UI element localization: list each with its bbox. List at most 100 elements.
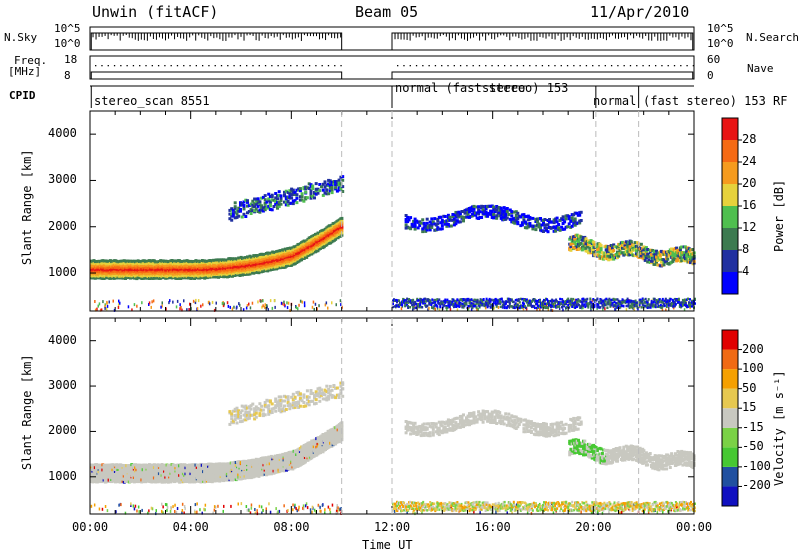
nave-dot: [466, 65, 468, 67]
noise-cell: [456, 308, 459, 312]
low-echo-cell: [685, 298, 688, 301]
low-echo-cell: [664, 297, 667, 301]
nave-dot: [214, 65, 216, 67]
low-echo-cell: [684, 301, 687, 305]
low-echo-cell: [585, 299, 588, 302]
echo-cell: [507, 213, 511, 216]
echo-cell: [648, 251, 652, 255]
noise-cell: [467, 307, 470, 311]
echo-cell: [279, 196, 283, 200]
noise-cell: [301, 300, 303, 304]
low-echo-cell: [502, 300, 505, 304]
noise-cell: [295, 306, 298, 310]
low-echo-cell: [442, 301, 445, 304]
echo-cell: [267, 204, 271, 208]
noise-cell: [286, 306, 289, 310]
echo-cell: [286, 203, 290, 207]
echo-cell: [647, 255, 651, 259]
noise-cell: [547, 307, 550, 311]
echo-cell: [268, 208, 272, 211]
nave-dot: [604, 65, 606, 67]
noise-cell: [497, 306, 500, 309]
low-echo-cell: [462, 306, 465, 309]
low-echo-cell: [507, 305, 510, 308]
low-echo-cell: [459, 298, 462, 301]
low-echo-cell: [556, 305, 559, 309]
low-echo-cell: [597, 303, 600, 306]
echo-cell: [337, 178, 341, 182]
nave-dot: [227, 65, 229, 67]
noise-cell: [434, 307, 436, 311]
low-echo-cell: [580, 300, 583, 304]
nave-dot: [220, 65, 223, 67]
low-echo-cell: [455, 304, 458, 307]
echo-cell: [617, 254, 621, 258]
echo-cell: [642, 250, 646, 254]
noise-cell: [283, 300, 285, 304]
nave-dot: [686, 65, 688, 67]
noise-cell: [257, 300, 259, 304]
echo-cell: [404, 214, 408, 217]
nave-dot: [548, 65, 550, 67]
noise-cell: [562, 308, 564, 312]
low-echo-cell: [403, 299, 406, 302]
echo-cell: [233, 210, 237, 214]
echo-cell: [580, 245, 584, 249]
noise-cell: [493, 306, 495, 310]
echo-cell: [599, 246, 603, 250]
low-echo-cell: [613, 300, 616, 304]
echo-cell: [564, 214, 568, 218]
echo-cell: [247, 210, 251, 213]
echo-cell: [682, 255, 686, 259]
noise-cell: [136, 304, 138, 308]
noise-cell: [262, 299, 264, 303]
echo-cell: [574, 242, 578, 246]
echo-cell: [514, 210, 518, 214]
low-echo-cell: [470, 302, 473, 305]
echo-cell: [504, 217, 508, 221]
cpid-strip: [90, 85, 694, 108]
low-echo-cell: [547, 306, 549, 310]
low-echo-cell: [583, 300, 586, 303]
low-echo-cell: [454, 302, 457, 305]
echo-cell: [260, 208, 264, 212]
echo-cell: [300, 198, 304, 202]
low-echo-cell: [611, 302, 614, 305]
nave-dot: [610, 65, 613, 67]
low-echo-cell: [687, 297, 689, 301]
echo-cell: [428, 225, 432, 229]
echo-cell: [428, 228, 432, 232]
low-echo-cell: [475, 306, 478, 309]
echo-cell: [633, 241, 637, 245]
echo-cell: [570, 216, 574, 220]
noise-cell: [249, 306, 252, 310]
noise-cell: [574, 298, 576, 302]
echo-cell: [680, 259, 684, 263]
nave-dot: [491, 65, 493, 67]
echo-cell: [239, 209, 242, 213]
echo-cell: [665, 260, 669, 264]
nave-dot: [95, 65, 97, 67]
echo-cell: [522, 213, 526, 217]
low-echo-cell: [668, 299, 671, 302]
echo-cell: [267, 192, 271, 196]
echo-cell: [522, 218, 526, 222]
echo-cell: [678, 248, 682, 252]
echo-cell: [270, 193, 274, 197]
echo-cell: [265, 200, 269, 204]
low-echo-cell: [431, 298, 434, 301]
echo-cell: [256, 201, 260, 205]
low-echo-cell: [520, 306, 523, 309]
low-echo-cell: [409, 306, 412, 309]
nave-dot: [554, 65, 556, 67]
echo-cell: [480, 216, 484, 219]
echo-cell: [573, 240, 577, 244]
echo-cell: [279, 199, 283, 202]
echo-cell: [577, 244, 580, 248]
echo-cell: [244, 215, 248, 218]
noise-cell: [287, 301, 290, 305]
low-echo-cell: [567, 304, 570, 307]
echo-cell: [600, 255, 604, 259]
echo-cell: [546, 230, 550, 234]
echo-cell: [675, 246, 679, 250]
